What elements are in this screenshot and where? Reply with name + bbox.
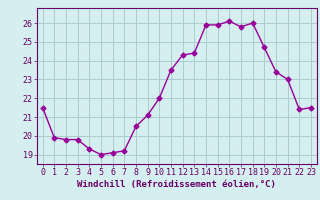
X-axis label: Windchill (Refroidissement éolien,°C): Windchill (Refroidissement éolien,°C) (77, 180, 276, 189)
